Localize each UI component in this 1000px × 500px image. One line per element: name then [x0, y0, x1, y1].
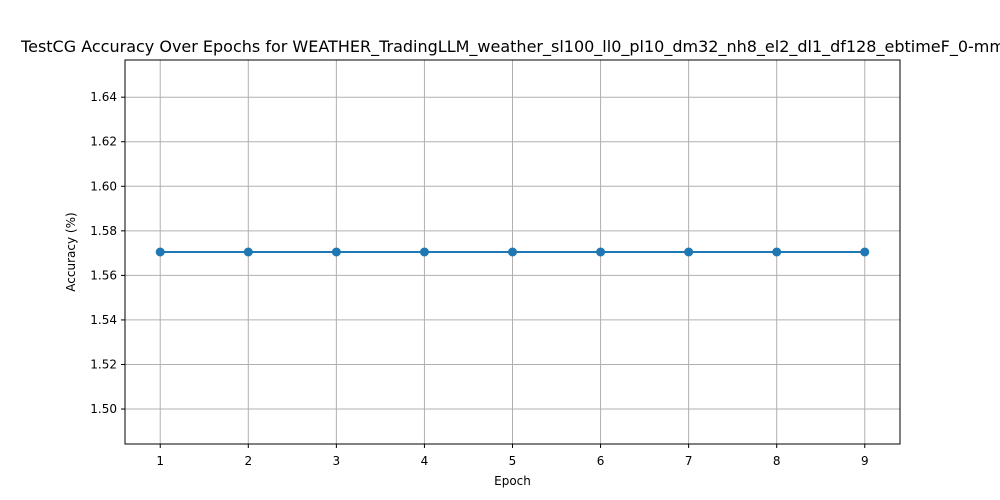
series-group	[155, 247, 870, 257]
x-tick-label: 4	[421, 454, 429, 468]
data-point	[331, 247, 341, 257]
x-tick-label: 5	[509, 454, 517, 468]
chart-title: TestCG Accuracy Over Epochs for WEATHER_…	[20, 37, 1000, 57]
y-tick-label: 1.60	[90, 179, 117, 193]
data-point	[243, 247, 253, 257]
data-point	[596, 247, 606, 257]
data-point	[772, 247, 782, 257]
data-point	[860, 247, 870, 257]
x-tick-label: 1	[156, 454, 164, 468]
data-point	[684, 247, 694, 257]
y-tick-label: 1.54	[90, 313, 117, 327]
y-tick-label: 1.58	[90, 224, 117, 238]
y-axis-label: Accuracy (%)	[64, 212, 78, 291]
y-tick-label: 1.52	[90, 357, 117, 371]
y-tick-label: 1.56	[90, 268, 117, 282]
x-tick-label: 3	[333, 454, 341, 468]
grid	[125, 60, 900, 444]
data-point	[508, 247, 517, 257]
data-point	[419, 247, 429, 257]
y-tick-label: 1.50	[90, 402, 117, 416]
data-point	[155, 247, 165, 257]
x-axis-label: Epoch	[494, 474, 531, 488]
y-tick-label: 1.62	[90, 135, 117, 149]
x-tick-label: 6	[597, 454, 605, 468]
x-tick-label: 2	[244, 454, 252, 468]
x-tick-label: 8	[773, 454, 781, 468]
x-tick-label: 7	[685, 454, 693, 468]
x-tick-label: 9	[861, 454, 869, 468]
y-tick-label: 1.64	[90, 90, 117, 104]
axis-ticks: 1 2 3 4 5 6 7 8 9 1.50 1.52 1.54 1.56 1.58 1.60 1.62 1.6…	[90, 90, 868, 468]
